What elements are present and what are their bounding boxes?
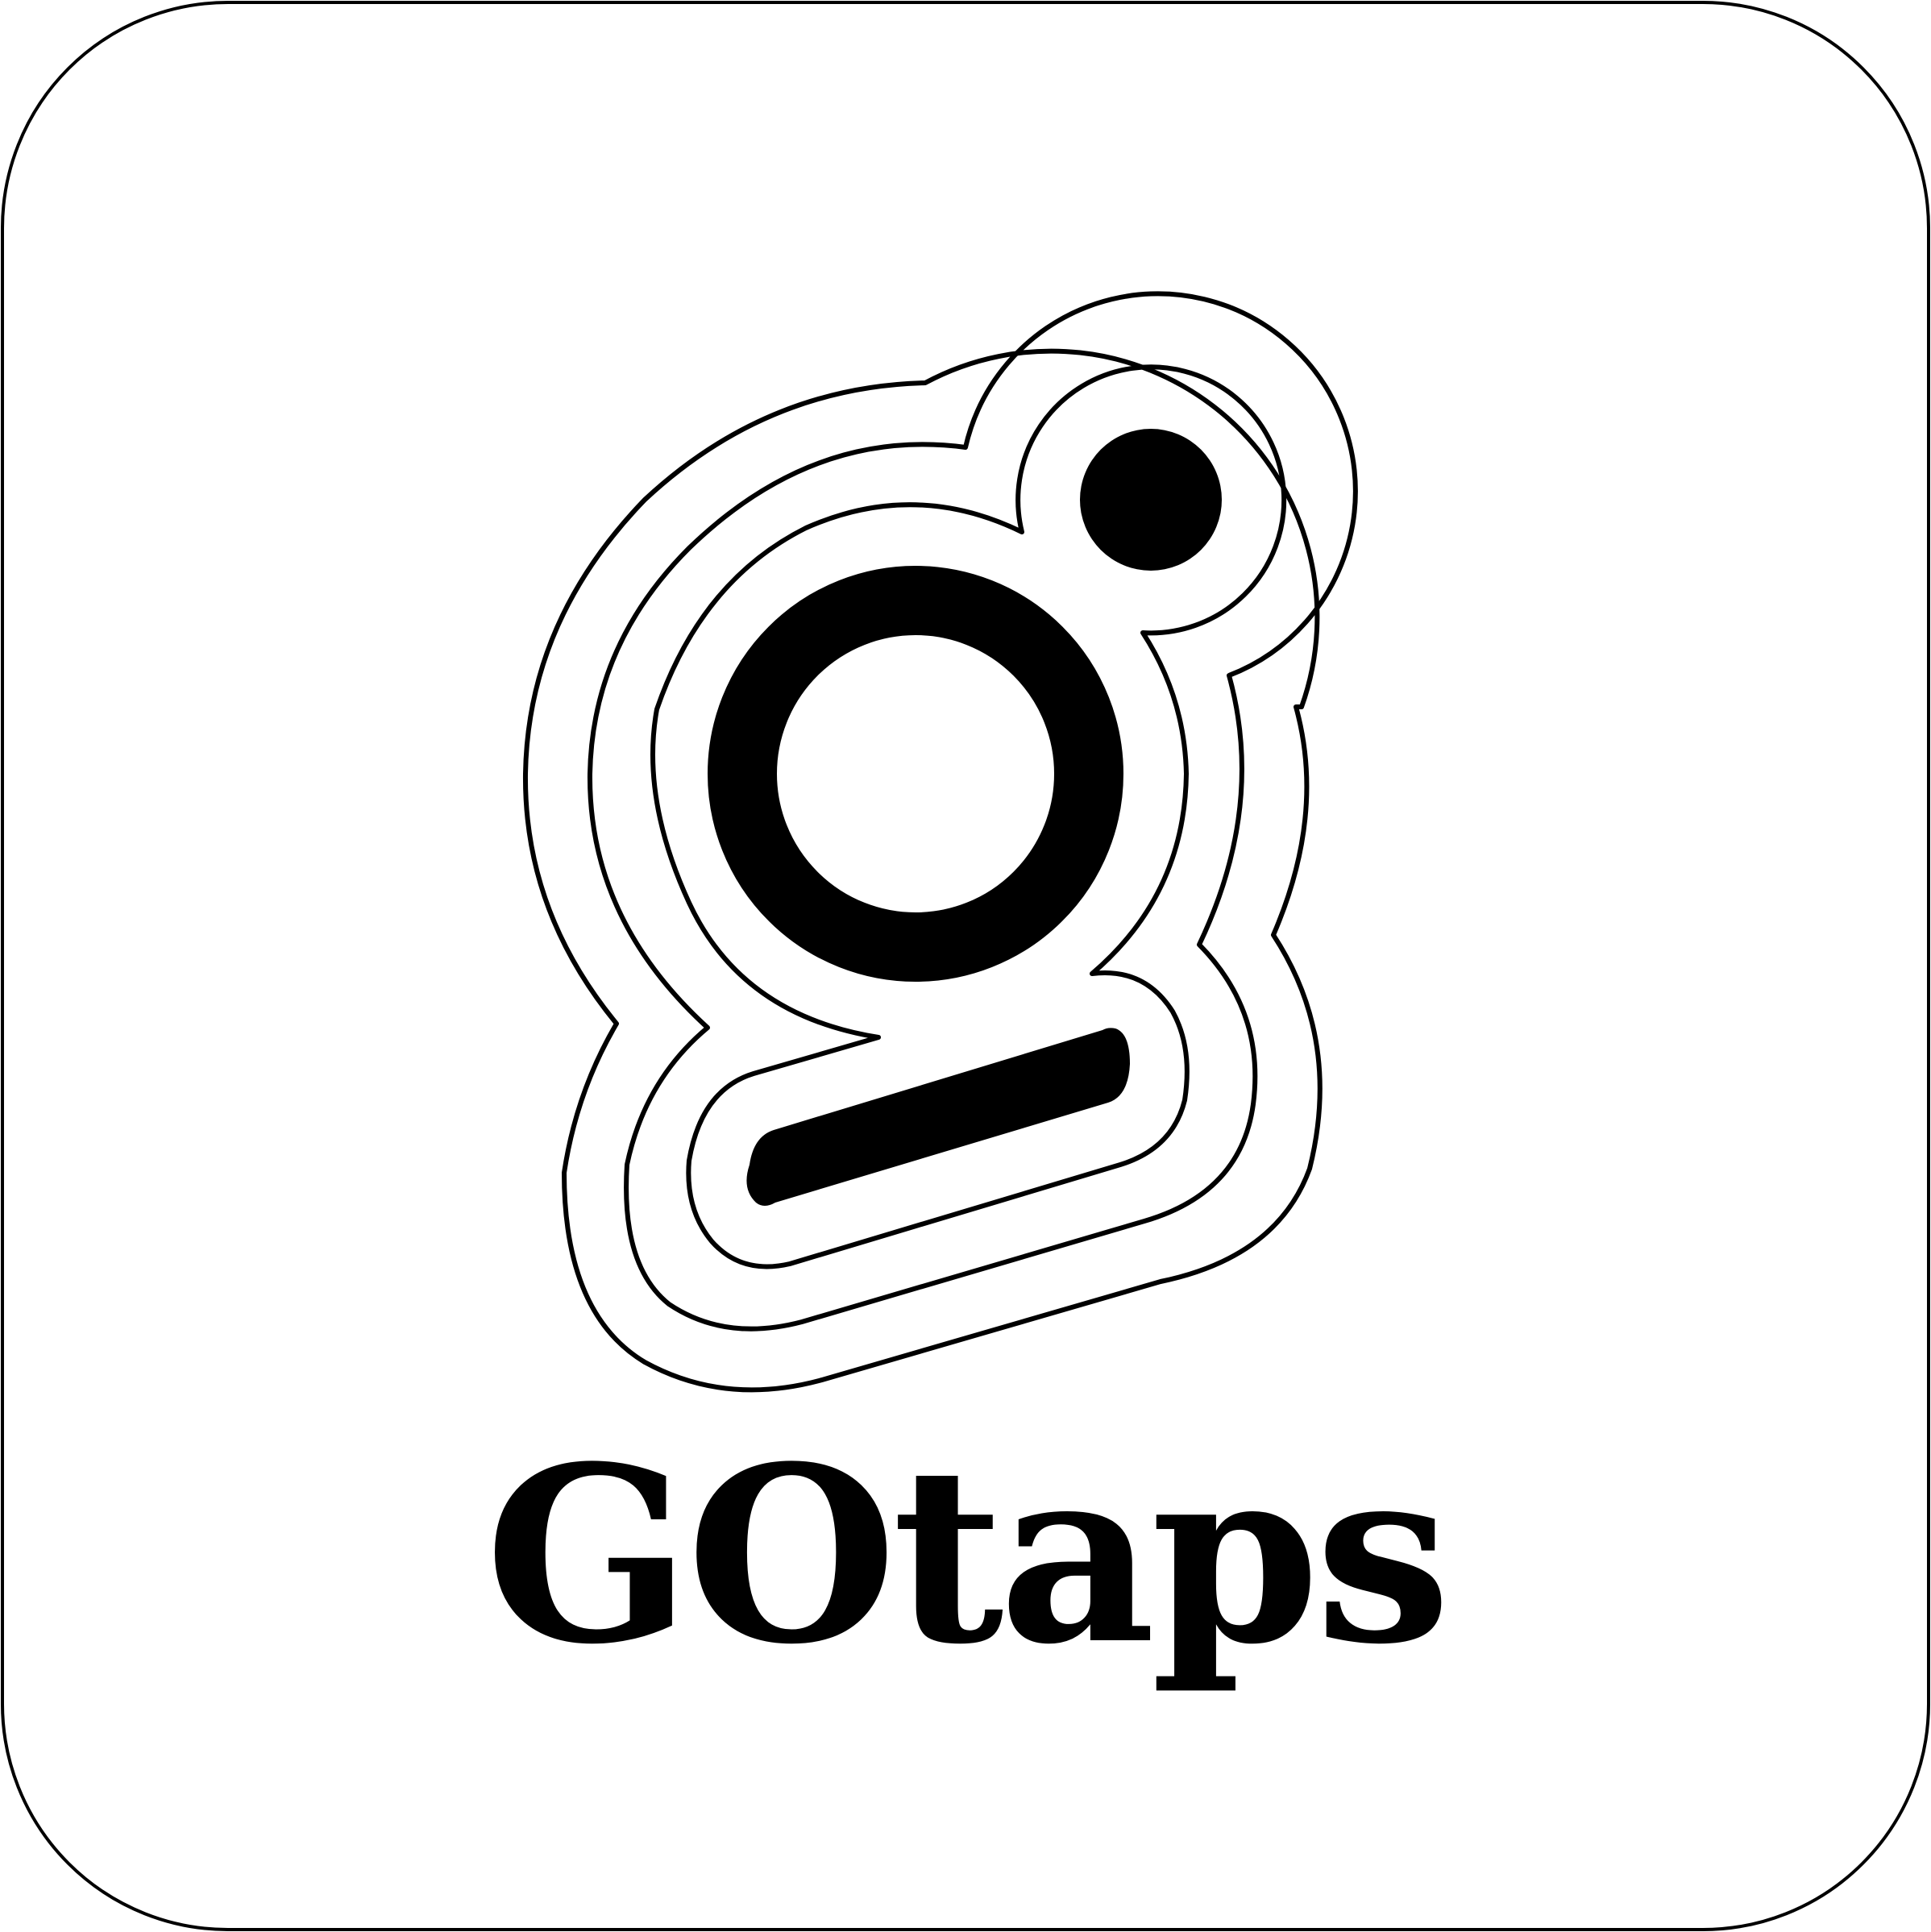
logo-inner-contour [650, 364, 1287, 1269]
logo-dot [1080, 429, 1222, 571]
logo-ring [708, 566, 1123, 982]
logo-underbar [746, 1028, 1130, 1206]
logo-middle-contour [587, 291, 1358, 1332]
logo-outer-contour [522, 348, 1323, 1393]
g-monogram-logo-icon [522, 291, 1358, 1393]
brand-name-text: GOtaps [484, 1413, 1451, 1697]
